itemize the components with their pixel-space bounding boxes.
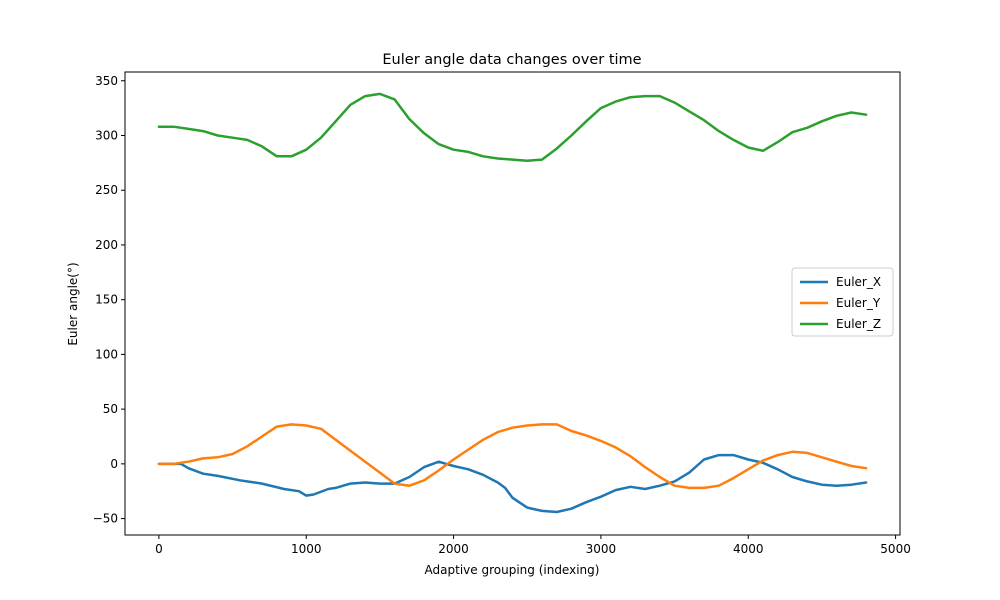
series-line-euler-z [157,92,868,162]
x-tick-label: 0 [155,542,163,556]
y-tick-label: 250 [95,183,118,197]
y-tick-label: 350 [95,74,118,88]
y-tick-label: −50 [93,512,118,526]
legend-entry-euler-x: Euler_X [836,275,881,289]
y-tick-label: 0 [110,457,118,471]
legend: Euler_X Euler_Y Euler_Z [791,267,894,337]
x-tick-label: 4000 [733,542,764,556]
y-tick-label: 100 [95,347,118,361]
plot-area [124,71,901,536]
plot-frame [124,71,901,536]
x-axis-label: Adaptive grouping (indexing) [425,563,600,577]
series-line-euler-x [157,453,868,514]
y-tick-label: 150 [95,293,118,307]
x-tick-label: 3000 [586,542,617,556]
y-tick-label: 50 [103,402,118,416]
legend-entry-euler-y: Euler_Y [836,296,881,310]
y-axis: −50 0 50 100 150 200 250 300 350 [93,74,125,526]
y-axis-label: Euler angle(°) [66,262,80,345]
y-tick-label: 200 [95,238,118,252]
x-axis: 0 1000 2000 3000 4000 5000 [155,535,911,556]
x-tick-label: 2000 [438,542,469,556]
legend-entry-euler-z: Euler_Z [836,317,881,331]
series-line-euler-y [157,423,868,490]
chart-title: Euler angle data changes over time [382,52,641,68]
y-tick-label: 300 [95,128,118,142]
x-tick-label: 1000 [291,542,322,556]
x-tick-label: 5000 [880,542,911,556]
legend-box [791,267,894,337]
